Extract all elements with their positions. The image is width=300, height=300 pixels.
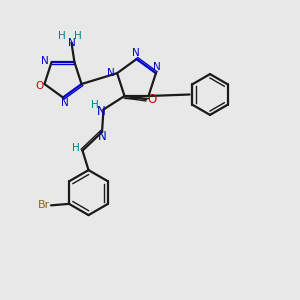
Text: N: N xyxy=(97,104,106,118)
Text: N: N xyxy=(61,98,68,108)
Text: O: O xyxy=(148,92,157,106)
Text: H: H xyxy=(91,100,98,110)
Text: H: H xyxy=(74,31,82,41)
Text: Br: Br xyxy=(38,200,50,210)
Text: H: H xyxy=(58,31,66,41)
Text: N: N xyxy=(132,48,140,58)
Text: N: N xyxy=(68,38,75,48)
Text: N: N xyxy=(41,56,49,66)
Text: N: N xyxy=(98,130,106,143)
Text: O: O xyxy=(35,80,43,91)
Text: N: N xyxy=(107,68,115,78)
Text: H: H xyxy=(72,143,80,153)
Text: N: N xyxy=(153,62,160,72)
